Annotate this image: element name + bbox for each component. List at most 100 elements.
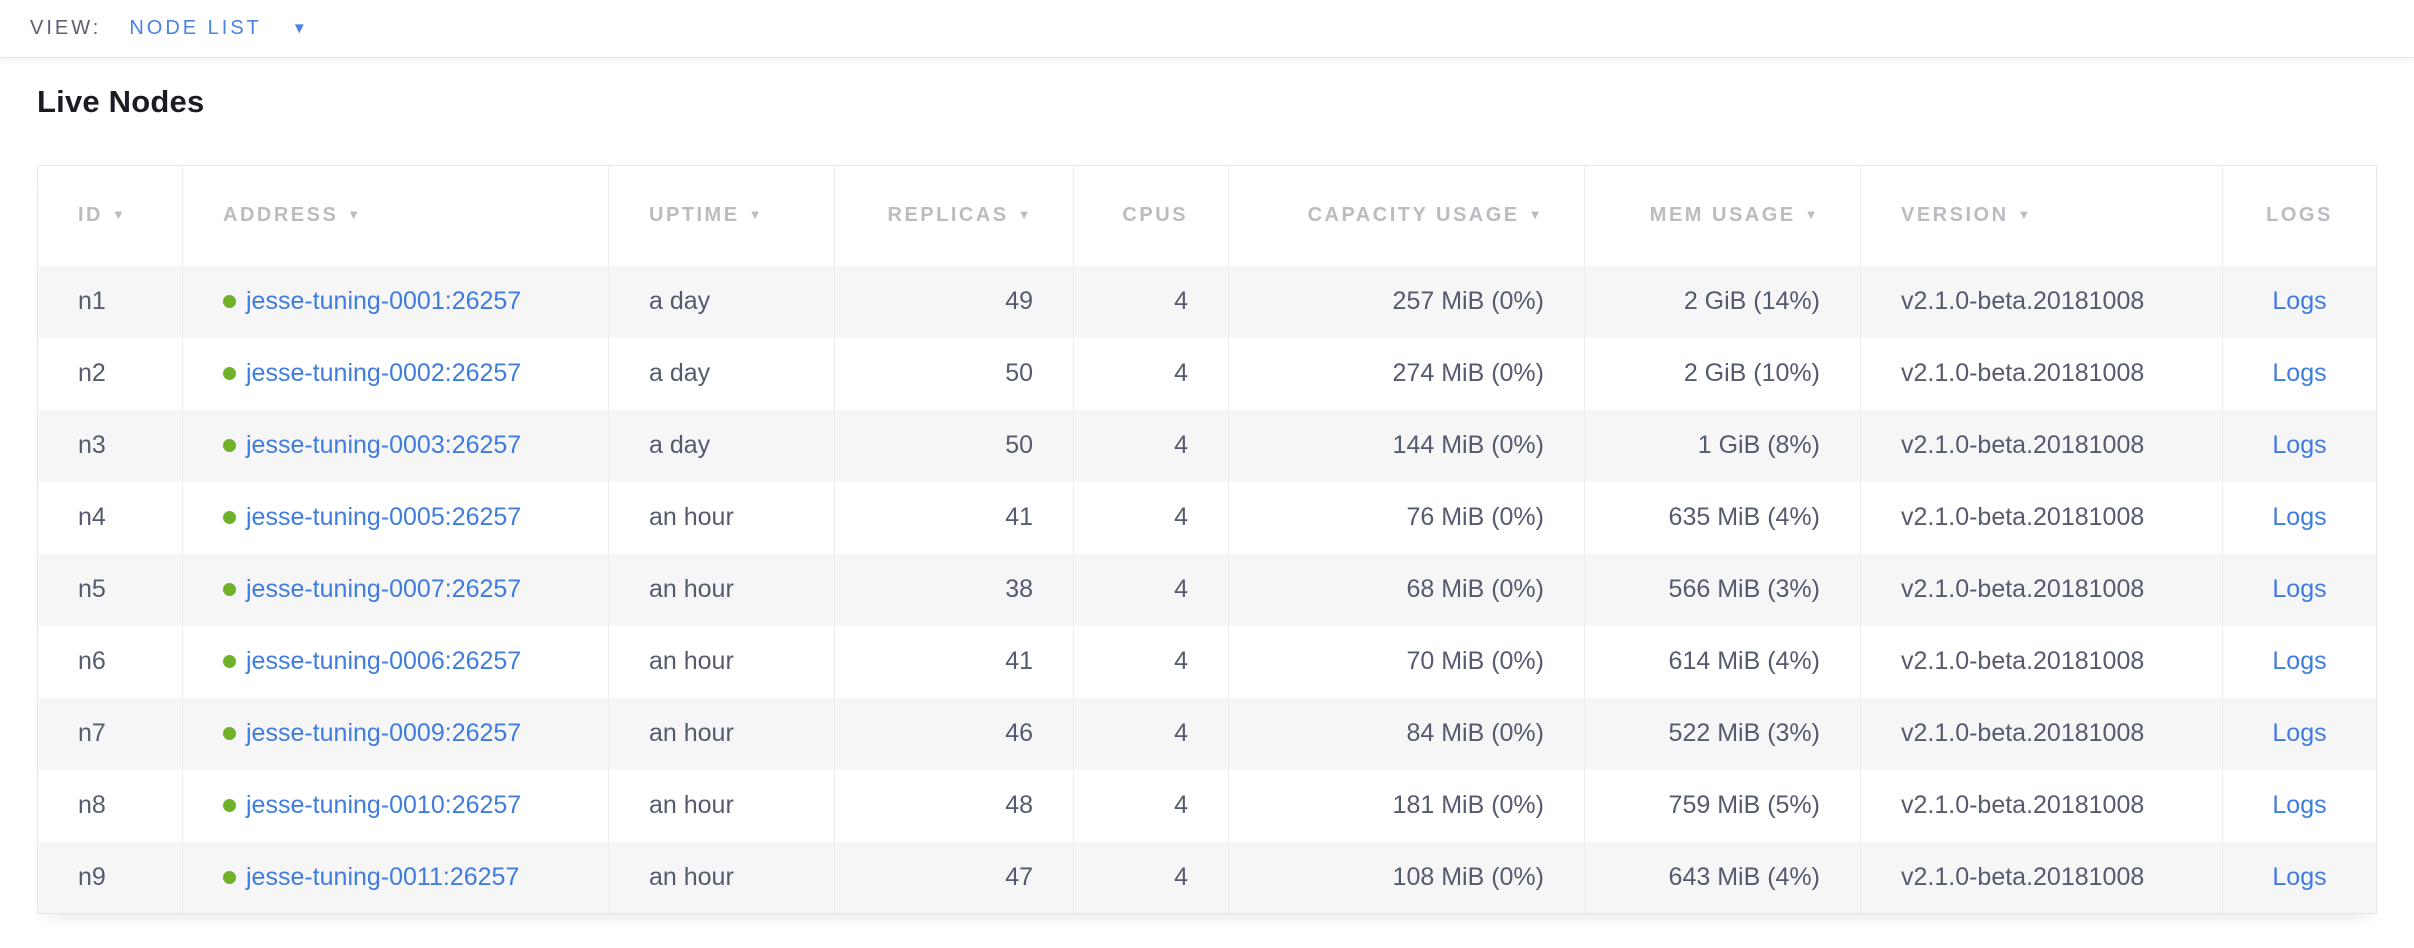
replicas-value: 49 [1005,287,1033,315]
version-value: v2.1.0-beta.20181008 [1901,287,2145,315]
node-row-n7: n7 jesse-tuning-0009:26257 an hour 46 4 84 Mi… [37,697,2377,770]
logs-link[interactable]: Logs [2272,647,2327,675]
logs-link[interactable]: Logs [2272,503,2327,531]
node-id: n6 [78,647,106,675]
cell-uptime: an hour [608,769,835,842]
sort-desc-icon: ▼ [112,207,128,223]
capacity_usage-value: 181 MiB (0%) [1392,791,1544,819]
capacity_usage-value: 257 MiB (0%) [1392,287,1544,315]
logs-link[interactable]: Logs [2272,575,2327,603]
cell-replicas: 50 [834,337,1074,410]
cell-address: jesse-tuning-0011:26257 [182,841,609,914]
address-cell-content: jesse-tuning-0010:26257 [223,791,568,820]
cell-uptime: a day [608,337,835,410]
cell-mem_usage: 759 MiB (5%) [1584,769,1861,842]
replicas-value: 50 [1005,359,1033,387]
column-header-version[interactable]: VERSION ▼ [1860,165,2223,266]
capacity_usage-value: 144 MiB (0%) [1392,431,1544,459]
logs-link[interactable]: Logs [2272,431,2327,459]
column-header-label: LOGS [2266,204,2333,227]
mem_usage-value: 2 GiB (10%) [1683,359,1820,387]
logs-link[interactable]: Logs [2272,287,2327,315]
cell-mem_usage: 643 MiB (4%) [1584,841,1861,914]
node-id: n8 [78,791,106,819]
cell-version: v2.1.0-beta.20181008 [1860,625,2223,698]
cpus-value: 4 [1174,575,1188,603]
view-selector-dropdown[interactable]: NODE LIST ▼ [129,17,306,40]
capacity_usage-value: 108 MiB (0%) [1392,862,1544,891]
cell-uptime: a day [608,265,835,338]
cell-cpus: 4 [1073,481,1229,554]
cell-replicas: 49 [834,265,1074,338]
column-header-id[interactable]: ID ▼ [37,165,183,266]
column-header-replicas[interactable]: REPLICAS ▼ [834,165,1074,266]
node-address-link[interactable]: jesse-tuning-0003:26257 [246,431,522,459]
logs-link[interactable]: Logs [2272,791,2327,819]
cell-cpus: 4 [1073,697,1229,770]
live-status-icon [223,870,236,884]
sort-desc-icon: ▼ [1804,207,1820,223]
column-header-address[interactable]: ADDRESS ▼ [182,165,609,266]
node-id: n2 [78,359,106,387]
address-cell-content: jesse-tuning-0011:26257 [223,863,568,892]
column-header-label: CPUS [1122,204,1188,227]
column-header-label: VERSION [1901,204,2009,227]
column-header-capacity_usage[interactable]: CAPACITY USAGE ▼ [1228,165,1585,266]
node-address-link[interactable]: jesse-tuning-0005:26257 [246,503,522,531]
node-address-link[interactable]: jesse-tuning-0006:26257 [246,647,522,675]
node-address-link[interactable]: jesse-tuning-0007:26257 [246,575,522,603]
node-address-link[interactable]: jesse-tuning-0010:26257 [246,791,522,819]
address-cell-content: jesse-tuning-0006:26257 [223,647,568,676]
cell-id: n1 [37,265,183,338]
cell-cpus: 4 [1073,337,1229,410]
capacity_usage-value: 70 MiB (0%) [1406,647,1544,675]
node-address-link[interactable]: jesse-tuning-0001:26257 [246,287,522,315]
uptime-value: a day [649,287,711,315]
live-status-icon [223,583,236,596]
view-bar: VIEW: NODE LIST ▼ [0,0,2414,58]
logs-link[interactable]: Logs [2272,862,2327,891]
live-status-icon [223,727,236,740]
cell-mem_usage: 2 GiB (10%) [1584,337,1861,410]
cell-address: jesse-tuning-0002:26257 [182,337,609,410]
live-status-icon [223,655,236,668]
node-address-link[interactable]: jesse-tuning-0009:26257 [246,719,522,747]
address-cell-content: jesse-tuning-0005:26257 [223,503,568,532]
node-address-link[interactable]: jesse-tuning-0002:26257 [246,359,522,387]
address-cell-content: jesse-tuning-0007:26257 [223,575,568,604]
replicas-value: 41 [1005,503,1033,531]
version-value: v2.1.0-beta.20181008 [1901,647,2145,675]
sort-desc-icon: ▼ [347,207,363,223]
node-row-n8: n8 jesse-tuning-0010:26257 an hour 48 4 181 M… [37,769,2377,842]
cpus-value: 4 [1174,719,1188,747]
cell-logs: Logs [2222,409,2377,482]
cell-address: jesse-tuning-0003:26257 [182,409,609,482]
logs-link[interactable]: Logs [2272,719,2327,747]
cell-version: v2.1.0-beta.20181008 [1860,841,2223,914]
cell-mem_usage: 566 MiB (3%) [1584,553,1861,626]
cell-uptime: an hour [608,625,835,698]
content-area: Live Nodes ID ▼ ADDRESS ▼ UPTIME ▼ REPLICAS ▼ CP… [0,84,2414,914]
table-header-row: ID ▼ ADDRESS ▼ UPTIME ▼ REPLICAS ▼ CPUS CAPACITY … [37,165,2377,266]
cell-logs: Logs [2223,338,2377,410]
cell-cpus: 4 [1073,553,1229,626]
node-id: n3 [78,431,106,459]
address-cell-content: jesse-tuning-0001:26257 [223,287,568,316]
cell-cpus: 4 [1073,769,1229,842]
version-value: v2.1.0-beta.20181008 [1901,862,2145,891]
column-header-uptime[interactable]: UPTIME ▼ [608,165,835,266]
cell-cpus: 4 [1073,265,1229,338]
cell-capacity_usage: 108 MiB (0%) [1228,841,1585,914]
node-address-link[interactable]: jesse-tuning-0011:26257 [246,862,520,891]
cell-mem_usage: 1 GiB (8%) [1584,409,1861,482]
cell-replicas: 41 [834,625,1074,698]
cell-version: v2.1.0-beta.20181008 [1860,769,2223,842]
uptime-value: an hour [649,647,734,675]
cell-capacity_usage: 274 MiB (0%) [1228,337,1585,410]
view-label: VIEW: [30,17,102,39]
cell-id: n2 [37,337,183,410]
cell-id: n8 [37,769,183,842]
logs-link[interactable]: Logs [2272,359,2327,387]
node-row-n1: n1 jesse-tuning-0001:26257 a day 49 4 257 MiB… [37,265,2377,338]
column-header-mem_usage[interactable]: MEM USAGE ▼ [1584,165,1861,266]
